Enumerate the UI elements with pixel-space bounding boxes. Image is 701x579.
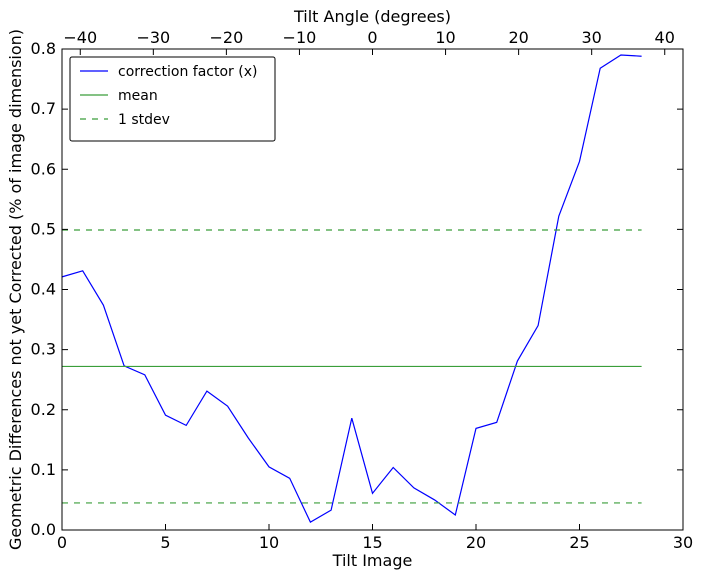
top-tick-label: −10 [283,28,317,47]
y-tick-label: 0.6 [31,159,56,178]
top-tick-label: 0 [367,28,377,47]
x-tick-label: 10 [259,533,279,552]
legend-label: 1 stdev [118,112,170,128]
top-tick-label: 40 [655,28,675,47]
top-tick-label: 30 [581,28,601,47]
y-tick-label: 0.3 [31,340,56,359]
legend-box [69,56,276,142]
top-tick-label: 20 [508,28,528,47]
y-tick-label: 0.8 [31,39,56,58]
y-tick-label: 0.7 [31,99,56,118]
x-tick-label: 20 [466,533,486,552]
series-line-0 [61,54,642,524]
top-tick-label: 10 [435,28,455,47]
y-axis-title: Geometric Differences not yet Corrected … [6,29,25,550]
y-tick-label: 0.4 [31,280,56,299]
top-tick-label: −20 [209,28,243,47]
legend: correction factor (x) mean 1 stdev [69,56,276,142]
top-axis-title: Tilt Angle (degrees) [293,7,451,26]
plot-area [61,54,642,524]
x-tick-label: 15 [362,533,382,552]
x-tick-label: 25 [569,533,589,552]
x-tick-label: 5 [160,533,170,552]
y-tick-label: 0.2 [31,400,56,419]
top-tick-label: −30 [136,28,170,47]
x-axis-title: Tilt Image [332,551,413,570]
top-tick-label: −40 [63,28,97,47]
ticks: 0 5 10 15 20 25 300.00.10.20.30.40.50.60.70.8−… [31,28,694,552]
x-tick-label: 0 [57,533,67,552]
y-tick-label: 0.1 [31,460,56,479]
y-tick-label: 0.5 [31,219,56,238]
x-tick-label: 30 [673,533,693,552]
legend-label: mean [118,88,158,104]
y-tick-label: 0.0 [31,520,56,539]
legend-label: correction factor (x) [118,64,257,80]
